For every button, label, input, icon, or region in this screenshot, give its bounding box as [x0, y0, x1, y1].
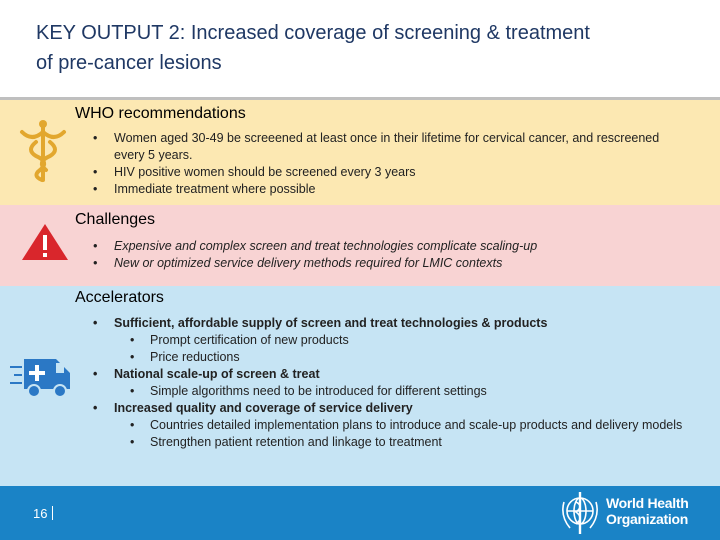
section-heading: Accelerators	[75, 289, 164, 306]
bullet-text: National scale-up of screen & treat	[114, 367, 320, 381]
bullet-text: Immediate treatment where possible	[114, 182, 316, 196]
logo-text: World Health	[606, 495, 689, 511]
bullet-item: Sufficient, affordable supply of screen …	[93, 315, 690, 366]
section-heading: Challenges	[75, 211, 156, 228]
caduceus-icon	[20, 120, 66, 182]
bullet-text: Expensive and complex screen and treat t…	[114, 239, 538, 253]
sub-bullet: Prompt certification of new products	[130, 332, 690, 349]
ambulance-icon	[10, 359, 70, 398]
sub-bullet: Simple algorithms need to be introduced …	[130, 383, 690, 400]
sub-list: Prompt certification of new productsPric…	[114, 332, 690, 366]
separator	[52, 506, 53, 520]
section-heading: WHO recommendations	[75, 105, 246, 122]
divider	[0, 97, 720, 100]
sub-bullet: Strengthen patient retention and linkage…	[130, 434, 690, 451]
warning-icon	[22, 224, 68, 260]
sub-bullet: Price reductions	[130, 349, 690, 366]
bullet-text: New or optimized service delivery method…	[114, 256, 503, 270]
page-number: 16	[33, 506, 48, 521]
slide-title: KEY OUTPUT 2: Increased coverage of scre…	[36, 18, 706, 78]
bullet-list: Expensive and complex screen and treat t…	[93, 238, 690, 272]
bullet-list: Sufficient, affordable supply of screen …	[93, 315, 690, 451]
bullet-text: Sufficient, affordable supply of screen …	[114, 316, 548, 330]
footer: 16 World Health Organization	[0, 486, 720, 540]
bullet-item: HIV positive women should be screened ev…	[93, 164, 690, 181]
who-emblem	[562, 492, 598, 534]
bullet-item: Women aged 30-49 be screeened at least o…	[93, 130, 690, 164]
sub-list: Simple algorithms need to be introduced …	[114, 383, 690, 400]
bullet-text: Women aged 30-49 be screeened at least o…	[114, 131, 660, 162]
bullet-text: HIV positive women should be screened ev…	[114, 165, 416, 179]
logo-text: Organization	[606, 511, 688, 527]
bullet-list: Women aged 30-49 be screeened at least o…	[93, 130, 690, 198]
title-line: of pre-cancer lesions	[36, 52, 222, 74]
title-line: KEY OUTPUT 2: Increased coverage of scre…	[36, 22, 590, 44]
bullet-text: Increased quality and coverage of servic…	[114, 401, 413, 415]
bullet-item: National scale-up of screen & treat Simpl…	[93, 366, 690, 400]
sub-list: Countries detailed implementation plans …	[114, 417, 690, 451]
bullet-item: Increased quality and coverage of servic…	[93, 400, 690, 451]
bullet-item: Immediate treatment where possible	[93, 181, 690, 198]
sub-bullet: Countries detailed implementation plans …	[130, 417, 690, 434]
bullet-item: New or optimized service delivery method…	[93, 255, 690, 272]
bullet-item: Expensive and complex screen and treat t…	[93, 238, 690, 255]
